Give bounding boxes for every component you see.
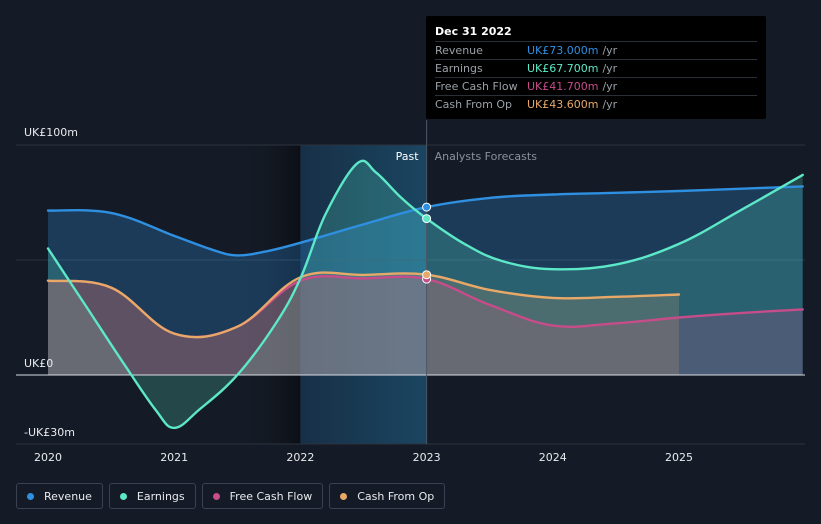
tooltip-row-earnings: Earnings UK£67.700m /yr: [435, 59, 757, 77]
series-line-revenue: [46, 185, 804, 257]
tooltip-label: Free Cash Flow: [435, 80, 518, 93]
y-tick-label: UK£100m: [24, 126, 78, 139]
marker-cfo: [422, 270, 432, 280]
legend-label: Earnings: [136, 489, 185, 503]
tooltip-value: UK£67.700m: [527, 62, 599, 75]
highlight-band: [300, 145, 427, 444]
forecast-label: Analysts Forecasts: [435, 150, 538, 163]
legend-dot-icon: [27, 492, 34, 500]
tooltip-row-cfo: Cash From Op UK£43.600m /yr: [435, 95, 757, 113]
area-earnings: [48, 160, 803, 428]
legend: Revenue Earnings Free Cash Flow Cash Fro…: [16, 483, 446, 509]
x-tick-label: 2022: [286, 451, 314, 464]
series-line-cfo: [46, 271, 681, 339]
legend-label: Free Cash Flow: [229, 489, 313, 503]
y-tick-label: -UK£30m: [24, 426, 75, 439]
tooltip-row-revenue: Revenue UK£73.000m /yr: [435, 41, 757, 59]
tooltip-row-fcf: Free Cash Flow UK£41.700m /yr: [435, 77, 757, 95]
legend-dot-icon: [212, 492, 220, 500]
y-tick-label: UK£0: [24, 357, 53, 370]
tooltip-label: Cash From Op: [435, 98, 513, 111]
x-tick-label: 2025: [665, 451, 693, 464]
past-shade: [237, 145, 301, 444]
tooltip-value: UK£73.000m: [527, 44, 599, 57]
past-label: Past: [396, 150, 420, 163]
tooltip: Dec 31 2022 Revenue UK£73.000m /yr Earni…: [426, 16, 766, 119]
tooltip-unit: /yr: [602, 44, 618, 57]
marker-earnings: [422, 214, 432, 224]
tooltip-value: UK£41.700m: [527, 80, 599, 93]
legend-item-earnings[interactable]: Earnings: [108, 483, 196, 509]
marker-revenue: [422, 202, 432, 212]
legend-dot-icon: [340, 492, 348, 500]
x-tick-label: 2021: [160, 451, 188, 464]
area-fcf: [48, 276, 803, 375]
x-tick-label: 2023: [413, 451, 441, 464]
legend-dot-icon: [119, 492, 127, 500]
legend-item-revenue[interactable]: Revenue: [16, 483, 103, 509]
area-cfo: [48, 272, 679, 375]
legend-item-cfo[interactable]: Cash From Op: [329, 483, 446, 509]
x-tick-label: 2020: [34, 451, 62, 464]
tooltip-unit: /yr: [602, 98, 618, 111]
tooltip-date: Dec 31 2022: [435, 25, 512, 38]
tooltip-label: Revenue: [435, 44, 483, 57]
tooltip-label: Earnings: [435, 62, 483, 75]
tooltip-unit: /yr: [602, 62, 618, 75]
legend-item-fcf[interactable]: Free Cash Flow: [201, 483, 324, 509]
x-tick-label: 2024: [539, 451, 567, 464]
series-line-earnings: [46, 159, 804, 430]
legend-label: Cash From Op: [357, 489, 435, 503]
legend-label: Revenue: [44, 489, 92, 503]
tooltip-value: UK£43.600m: [527, 98, 599, 111]
tooltip-unit: /yr: [602, 80, 618, 93]
